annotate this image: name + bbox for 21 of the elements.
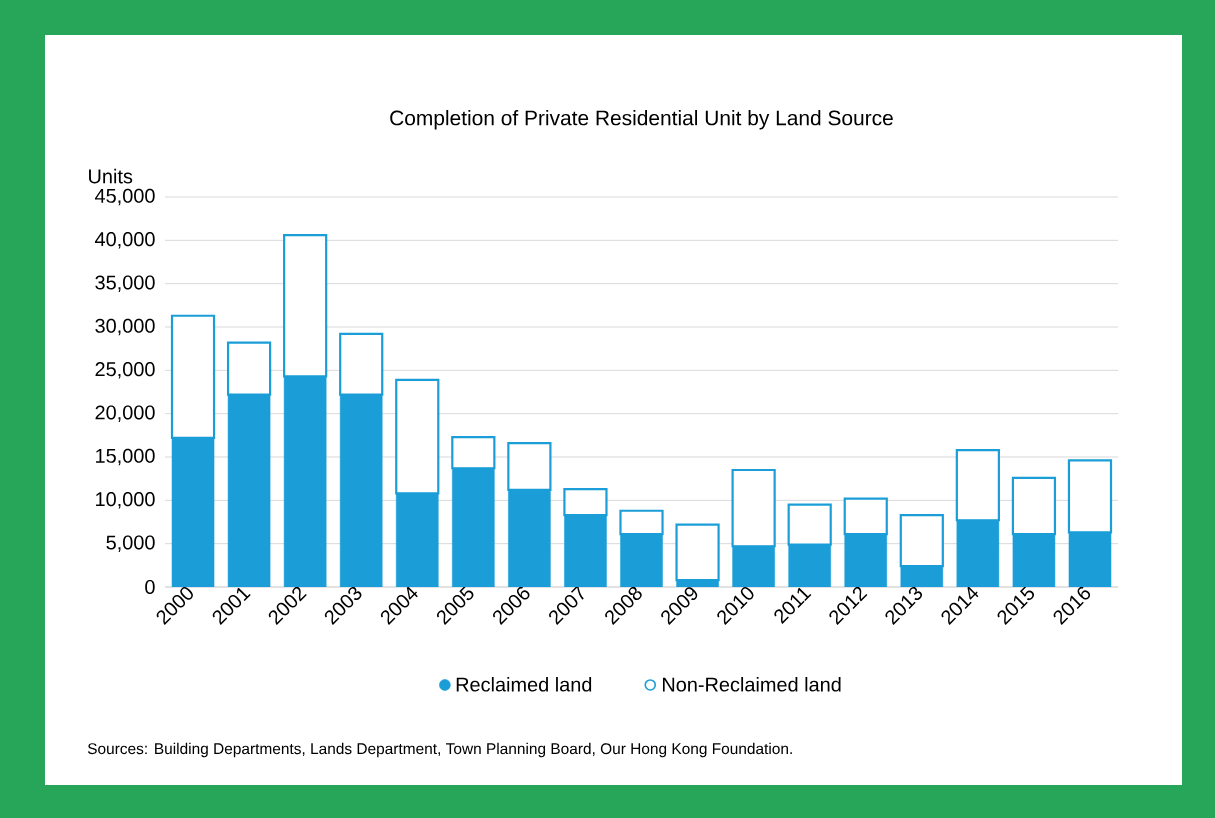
y-tick-label: 20,000 xyxy=(95,405,155,422)
y-tick-label: 0 xyxy=(145,579,155,595)
bar xyxy=(1011,476,1057,536)
y-tick-label: 10,000 xyxy=(96,492,155,509)
y-tick-label: 25,000 xyxy=(95,362,155,379)
y-tick-label: 5,000 xyxy=(106,535,155,552)
y-tick-label: 30,000 xyxy=(95,318,155,336)
legend-label: Non-Reclaimed land xyxy=(662,676,841,692)
y-tick-label: 35,000 xyxy=(95,275,155,292)
bar xyxy=(675,523,720,582)
y-axis-title: Units xyxy=(89,168,133,184)
bar xyxy=(563,487,608,517)
bar xyxy=(843,497,888,536)
y-tick-label: 45,000 xyxy=(94,188,155,206)
source-note: Sources: Building Departments, Lands Department, Town Planning Board, Our Hong Kong Foundation. xyxy=(87,742,792,758)
bar xyxy=(507,442,552,492)
legend-label: Reclaimed land xyxy=(456,676,592,692)
bar xyxy=(619,509,664,536)
chart-title: Completion of Private Residential Unit by Land Source xyxy=(390,110,893,130)
y-tick-label: 15,000 xyxy=(96,448,155,466)
y-tick-label: 40,000 xyxy=(94,232,155,249)
